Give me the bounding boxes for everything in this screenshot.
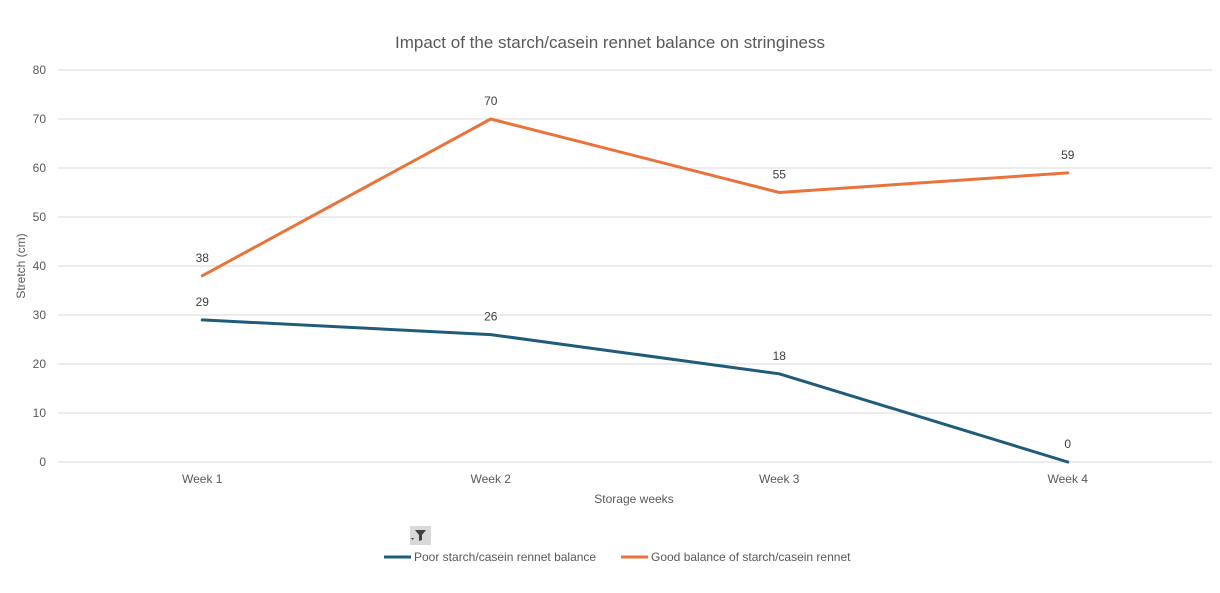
dropdown-arrow-icon <box>411 538 414 540</box>
legend-item[interactable]: Good balance of starch/casein rennet <box>621 550 851 564</box>
data-label: 29 <box>196 295 210 309</box>
y-axis-ticks: 0 10 20 30 40 50 60 70 80 <box>33 63 47 469</box>
y-tick-label: 50 <box>33 210 47 224</box>
chart-filter-button[interactable] <box>410 526 431 545</box>
data-label: 59 <box>1061 148 1075 162</box>
data-label: 70 <box>484 94 498 108</box>
gridlines <box>58 69 1212 463</box>
x-tick-label: Week 4 <box>1048 472 1089 486</box>
series-lines <box>200 117 1070 464</box>
chart-title: Impact of the starch/casein rennet balan… <box>395 33 825 52</box>
data-label: 26 <box>484 310 498 324</box>
data-labels: 29 26 18 0 38 70 55 59 <box>196 94 1075 451</box>
data-label: 0 <box>1064 437 1071 451</box>
series-line-0 <box>200 318 1070 464</box>
y-tick-label: 0 <box>39 455 46 469</box>
y-tick-label: 20 <box>33 357 47 371</box>
y-axis-title: Stretch (cm) <box>14 233 28 298</box>
y-tick-label: 40 <box>33 259 47 273</box>
series-line-1 <box>200 117 1070 278</box>
x-axis-title: Storage weeks <box>594 492 673 506</box>
data-label: 55 <box>773 168 787 182</box>
x-tick-label: Week 1 <box>182 472 223 486</box>
legend-label: Poor starch/casein rennet balance <box>414 550 596 564</box>
y-tick-label: 80 <box>33 63 47 77</box>
y-tick-label: 10 <box>33 406 47 420</box>
filter-funnel-icon <box>415 530 426 541</box>
legend-label: Good balance of starch/casein rennet <box>651 550 851 564</box>
y-tick-label: 30 <box>33 308 47 322</box>
y-tick-label: 60 <box>33 161 47 175</box>
data-label: 18 <box>773 349 787 363</box>
y-tick-label: 70 <box>33 112 47 126</box>
legend-item[interactable]: Poor starch/casein rennet balance <box>384 550 596 564</box>
x-tick-label: Week 3 <box>759 472 800 486</box>
data-label: 38 <box>196 251 210 265</box>
x-axis-ticks: Week 1 Week 2 Week 3 Week 4 <box>182 472 1088 486</box>
x-tick-label: Week 2 <box>471 472 512 486</box>
legend: Poor starch/casein rennet balance Good ba… <box>384 550 851 564</box>
